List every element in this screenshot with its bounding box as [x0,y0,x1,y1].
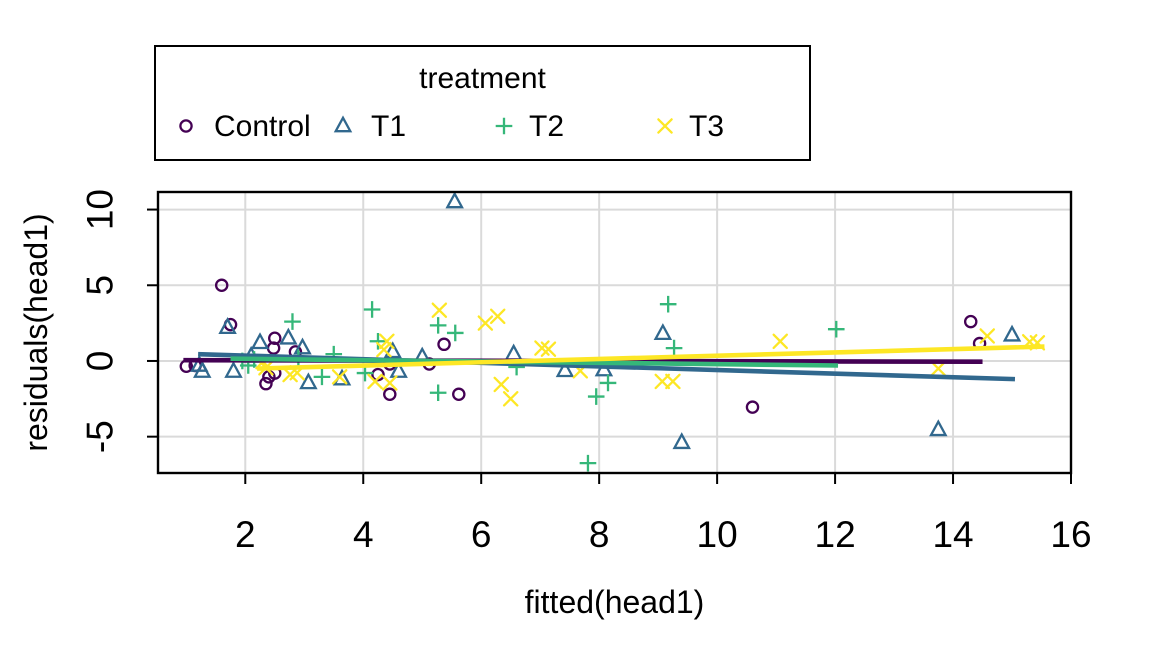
t1-point [929,419,948,437]
t2-point [313,368,331,386]
t2-point [284,313,301,330]
t1-point [299,372,318,390]
y-tick-label-5: 5 [80,275,121,296]
legend-marker-t2 [495,117,513,135]
control-point [259,376,273,391]
y-tick-label-0: 0 [80,351,121,372]
x-tick-label-6: 6 [471,514,492,555]
t3-point [382,375,398,391]
t3-point [477,315,494,331]
control-point [963,314,978,329]
legend-marker-control [179,119,193,133]
x-tick-label-12: 12 [815,514,856,555]
t3-point [431,302,448,318]
x-axis-label: fitted(head1) [525,584,705,620]
control-point [745,400,760,414]
t1-point [224,360,243,378]
control-point [452,387,466,402]
t1-point [293,337,312,355]
t2-point [665,339,683,357]
t2-point [363,301,381,318]
y-tick-label-10: 10 [80,189,121,230]
t2-point [429,317,447,334]
t2-point [659,295,677,313]
legend-label-t1: T1 [371,110,406,143]
t1-point [1002,324,1022,342]
t2-point [827,320,845,338]
t3-point [489,308,506,325]
t3-point [665,373,681,390]
t3-point [379,333,395,350]
t1-point [653,323,673,341]
t1-point [445,191,464,209]
y-axis-label: residuals(head1) [18,213,54,451]
legend-label-control: Control [214,110,311,143]
t1-point [672,432,691,450]
t3-point [654,373,671,390]
legend-marker-t1 [333,115,353,133]
x-tick-label-14: 14 [932,514,973,555]
t3-fit-line [257,344,1045,371]
control-point [214,278,229,293]
t3-point [376,341,392,358]
t2-point [446,324,464,342]
legend-label-t2: T2 [529,110,564,143]
t2-point [369,332,387,350]
x-tick-label-4: 4 [353,514,374,555]
y-tick-label--5: -5 [80,420,121,453]
t2-point [429,384,447,402]
t3-point [493,376,510,393]
x-tick-label-2: 2 [235,514,256,555]
t3-point [930,360,947,377]
t1-point [389,360,408,378]
legend-box [154,45,811,161]
t3-point [540,341,557,357]
t3-point [331,369,348,385]
t3-point [979,328,995,344]
x-tick-label-16: 16 [1050,514,1091,555]
control-point [437,337,451,352]
plot-border [156,190,1073,475]
t3-point [772,333,788,350]
legend-title: treatment [419,62,546,95]
x-tick-label-8: 8 [589,514,610,555]
t1-point [192,360,212,378]
t1-point [555,360,575,378]
x-tick-label-10: 10 [697,514,738,555]
t1-point [250,332,270,350]
t1-point [218,317,237,335]
t2-point [599,374,617,392]
t1-point [383,341,402,359]
t2-point [579,454,597,472]
control-point [383,387,397,402]
control-point [268,331,282,346]
t3-point [502,391,519,407]
t1-point [279,327,298,345]
control-point [371,367,385,382]
t3-point [367,373,383,390]
legend-label-t3: T3 [689,110,724,143]
t2-point [587,388,605,405]
legend-marker-t3 [657,118,673,134]
